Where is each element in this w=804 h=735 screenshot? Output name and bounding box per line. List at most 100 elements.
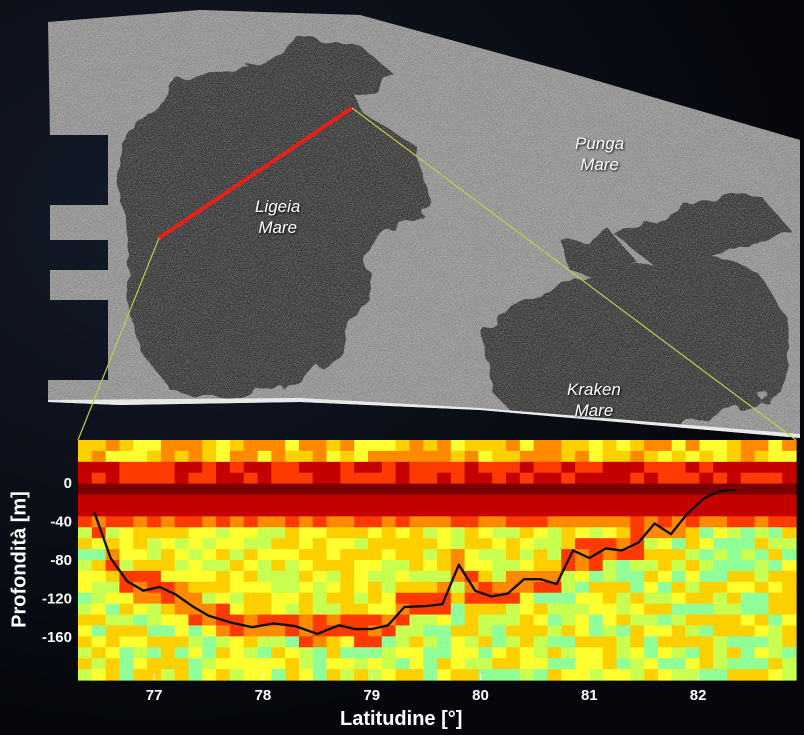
heatmap-cell [271,614,286,627]
heatmap-cell [616,440,631,452]
heatmap-cell [782,658,797,670]
heatmap-cell [519,560,535,572]
heatmap-cell [243,516,259,528]
heatmap-cell [740,581,756,594]
heatmap-cell [657,603,673,616]
heatmap-cell [768,505,783,517]
heatmap-cell [133,636,148,648]
heatmap-cell [492,549,507,561]
heatmap-cell [478,560,493,572]
heatmap-cell [105,614,121,627]
heatmap-cell [671,483,687,496]
heatmap-cell [147,450,162,463]
heatmap-cell [105,636,121,648]
heatmap-cell [437,494,452,507]
heatmap-cell [630,570,645,583]
heatmap-cell [561,440,576,452]
heatmap-cell [547,636,562,648]
heatmap-cell [713,560,728,572]
heatmap-cell [768,658,783,670]
heatmap-cell [630,516,645,528]
heatmap-cell [216,538,231,550]
heatmap-cell [298,549,314,561]
heatmap-cell [754,472,769,485]
heatmap-cell [713,450,728,463]
heatmap-cell [91,505,107,517]
heatmap-cell [644,592,659,605]
heatmap-cell [464,461,480,474]
label-line: Kraken [567,380,621,399]
heatmap-cell [298,483,314,496]
heatmap-cell [340,494,355,507]
heatmap-cell [340,505,355,517]
heatmap-cell [713,669,728,681]
heatmap-cell [547,505,562,517]
heatmap-cell [409,669,424,681]
heatmap-cell [133,505,148,517]
y-tick-label: -120 [42,590,72,607]
heatmap-cell [685,527,700,539]
heatmap-cell [271,505,286,517]
heatmap-cell [395,636,410,648]
heatmap-cell [133,516,148,528]
heatmap-cell [285,570,300,583]
heatmap-cell [685,483,700,496]
heatmap-cell [395,581,410,594]
heatmap-cell [188,461,203,474]
heatmap-cell [726,581,742,594]
heatmap-cell [506,450,521,463]
heatmap-cell [464,560,480,572]
heatmap-cell [602,440,618,452]
heatmap-cell [699,647,714,659]
heatmap-cell [533,647,549,659]
heatmap-cell [174,450,190,463]
heatmap-cell [381,440,397,452]
heatmap-cell [464,450,480,463]
heatmap-cell [257,614,272,627]
heatmap-cell [133,538,148,550]
heatmap-cell [395,592,410,605]
heatmap-cell [340,549,355,561]
heatmap-cell [588,581,604,594]
heatmap-cell [312,625,328,637]
heatmap-cell [768,570,783,583]
heatmap-cell [216,592,231,605]
heatmap-cell [133,549,148,561]
heatmap-cell [588,450,604,463]
heatmap-cell [506,505,521,517]
heatmap-cell [450,625,466,637]
heatmap-cell [91,440,107,452]
heatmap-cell [298,494,314,507]
heatmap-cell [450,636,466,648]
heatmap-cell [492,483,507,496]
heatmap-cell [630,440,645,452]
heatmap-cell [367,483,383,496]
heatmap-cell [381,636,397,648]
heatmap-cell [119,494,134,507]
x-tick-label: 82 [690,687,707,704]
heatmap-cell [147,494,162,507]
heatmap-cell [285,658,300,670]
heatmap-cell [367,592,383,605]
heatmap-cell [257,592,272,605]
heatmap-cell [202,516,217,528]
heatmap-cell [271,592,286,605]
heatmap-cell [354,461,369,474]
heatmap-cell [312,669,328,681]
heatmap-cell [671,581,687,594]
heatmap-cell [506,516,521,528]
heatmap-cell [229,440,245,452]
heatmap-cell [395,625,410,637]
heatmap-cell [575,516,590,528]
heatmap-cell [188,647,203,659]
heatmap-cell [740,636,756,648]
heatmap-cell [588,516,604,528]
heatmap-cell [575,625,590,637]
heatmap-cell [367,450,383,463]
heatmap-cell [298,581,314,594]
heatmap-cell [726,440,742,452]
heatmap-cell [478,592,493,605]
heatmap-cell [561,560,576,572]
heatmap-cell [423,560,438,572]
heatmap-cell [602,560,618,572]
